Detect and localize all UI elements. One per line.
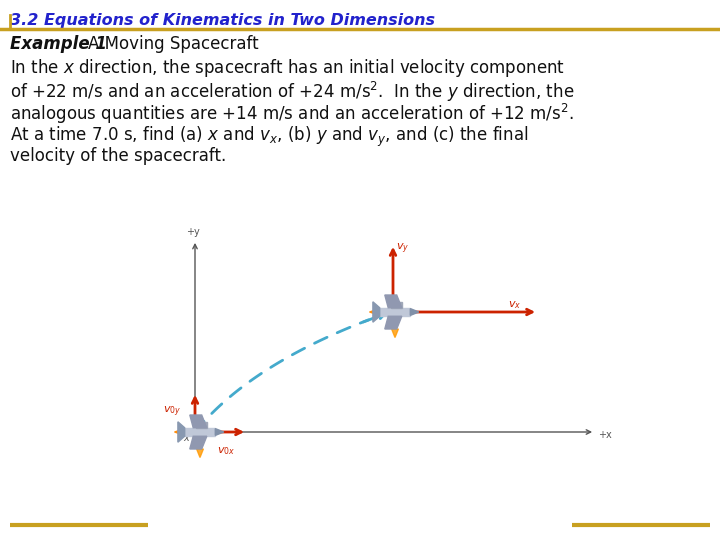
Polygon shape bbox=[215, 429, 224, 435]
Polygon shape bbox=[190, 436, 207, 449]
Polygon shape bbox=[373, 302, 379, 322]
Polygon shape bbox=[196, 422, 207, 428]
Polygon shape bbox=[392, 329, 398, 338]
Polygon shape bbox=[185, 428, 215, 436]
Polygon shape bbox=[391, 302, 402, 308]
Polygon shape bbox=[369, 308, 379, 315]
Text: $v_{0y}$: $v_{0y}$ bbox=[163, 405, 181, 419]
Text: $v_y$: $v_y$ bbox=[396, 241, 409, 256]
Polygon shape bbox=[197, 449, 204, 457]
Text: +y: +y bbox=[186, 227, 200, 237]
Polygon shape bbox=[410, 308, 419, 315]
Text: $\bar{x}$: $\bar{x}$ bbox=[183, 432, 191, 444]
Text: velocity of the spacecraft.: velocity of the spacecraft. bbox=[10, 147, 226, 165]
Text: Example 1: Example 1 bbox=[10, 35, 107, 53]
Text: analogous quantities are +14 m/s and an acceleration of +12 m/s$^2$.: analogous quantities are +14 m/s and an … bbox=[10, 102, 574, 126]
Polygon shape bbox=[190, 415, 207, 428]
Text: +x: +x bbox=[598, 430, 612, 440]
Polygon shape bbox=[384, 295, 402, 308]
Polygon shape bbox=[178, 422, 185, 442]
Text: 3.2 Equations of Kinematics in Two Dimensions: 3.2 Equations of Kinematics in Two Dimen… bbox=[10, 13, 435, 28]
Text: At a time 7.0 s, find (a) $x$ and $v_x$, (b) $y$ and $v_y$, and (c) the final: At a time 7.0 s, find (a) $x$ and $v_x$,… bbox=[10, 125, 528, 148]
Text: In the $x$ direction, the spacecraft has an initial velocity component: In the $x$ direction, the spacecraft has… bbox=[10, 57, 565, 79]
Text: $v_{0x}$: $v_{0x}$ bbox=[217, 445, 235, 457]
Polygon shape bbox=[384, 316, 402, 329]
Text: of +22 m/s and an acceleration of +24 m/s$^2$.  In the $y$ direction, the: of +22 m/s and an acceleration of +24 m/… bbox=[10, 79, 575, 104]
Text: A Moving Spacecraft: A Moving Spacecraft bbox=[88, 35, 258, 53]
Polygon shape bbox=[174, 429, 185, 435]
Polygon shape bbox=[379, 308, 410, 316]
Text: $v_x$: $v_x$ bbox=[508, 299, 521, 311]
